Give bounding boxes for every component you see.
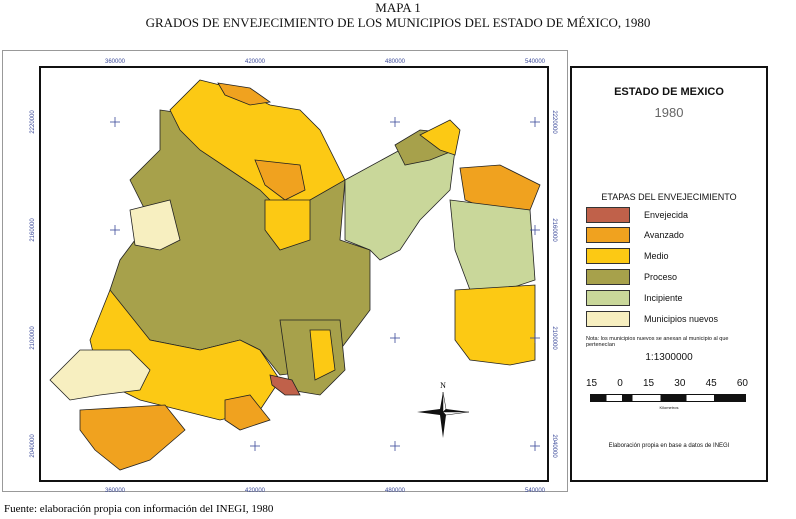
y-label: 2040000 [30, 434, 36, 458]
region-medio-east-south [454, 284, 536, 366]
legend-year: 1980 [654, 105, 684, 120]
north-label: N [440, 381, 446, 390]
legend-title: ESTADO DE MEXICO [614, 86, 724, 98]
legend-item-municipios-nuevos: Municipios nuevos [586, 311, 718, 327]
y-label: 2040000 [551, 434, 557, 458]
legend-swatch [586, 290, 630, 306]
region-nuevos-west [49, 349, 151, 401]
x-label: 540000 [525, 59, 546, 65]
legend-item-incipiente: Incipiente [586, 290, 683, 306]
region-avanzado-central [254, 159, 306, 201]
x-label: 420000 [245, 488, 266, 494]
x-axis-top: 360000 420000 480000 540000 [105, 59, 546, 65]
municipalities [49, 79, 541, 471]
y-label: 2220000 [551, 110, 557, 134]
legend-label: Proceso [644, 272, 678, 282]
x-label: 480000 [385, 59, 406, 65]
y-label: 2100000 [30, 326, 36, 350]
source-footer: Fuente: elaboración propia con informaci… [4, 503, 274, 515]
scale-tick: 45 [705, 378, 717, 389]
legend-swatch [586, 269, 630, 285]
region-avanzado-sw [79, 404, 186, 471]
legend-panel: ESTADO DE MEXICO 1980 ETAPAS DEL ENVEJEC… [570, 66, 768, 482]
map-number: MAPA 1 [375, 0, 421, 15]
region-medio-central [264, 199, 311, 251]
map-title: GRADOS DE ENVEJECIMIENTO DE LOS MUNICIPI… [145, 15, 651, 30]
legend-item-avanzado: Avanzado [586, 227, 684, 243]
legend-note: Nota: los municipios nuevos se anexan al… [586, 336, 729, 348]
legend-label: Avanzado [644, 230, 684, 240]
legend-label: Medio [644, 251, 669, 261]
legend-label: Incipiente [644, 293, 683, 303]
legend-item-envejecida: Envejecida [586, 207, 688, 223]
legend-swatch [586, 227, 630, 243]
region-envejecida [269, 374, 301, 396]
scale-ticks: 15 0 15 30 45 60 [586, 378, 748, 389]
x-label: 540000 [525, 488, 546, 494]
region-avanzado-south [224, 394, 271, 431]
scale-bar [590, 394, 746, 402]
legend-label: Envejecida [644, 210, 689, 220]
legend-heading: ETAPAS DEL ENVEJECIMIENTO [601, 192, 737, 202]
x-label: 360000 [105, 488, 126, 494]
north-arrow-icon: N [417, 381, 470, 438]
x-axis-bottom: 360000 420000 480000 540000 [105, 488, 546, 494]
scale-tick: 15 [586, 378, 598, 389]
scale-tick: 60 [736, 378, 748, 389]
region-medio-ne [419, 119, 461, 156]
region-nuevos-north [129, 199, 181, 251]
legend-swatch [586, 207, 630, 223]
y-label: 2160000 [551, 218, 557, 242]
y-axis-right: 2220000 2160000 2100000 2040000 [551, 110, 557, 458]
legend-swatch [586, 311, 630, 327]
region-medio-south-c [309, 329, 336, 381]
grid-crosses [110, 117, 540, 451]
legend-label: Municipios nuevos [644, 314, 719, 324]
x-label: 420000 [245, 59, 266, 65]
map-outer-frame [2, 50, 568, 492]
x-label: 480000 [385, 488, 406, 494]
scale-ratio: 1:1300000 [645, 352, 693, 363]
region-avanzado-north [217, 82, 272, 106]
scale-tick: 15 [643, 378, 655, 389]
scale-tick: 0 [617, 378, 623, 389]
scale-unit: Kilometros [659, 405, 679, 410]
y-label: 2160000 [30, 218, 36, 242]
y-label: 2100000 [551, 326, 557, 350]
map-canvas: 360000 420000 480000 540000 360000 42000… [30, 59, 557, 494]
scale-tick: 30 [674, 378, 686, 389]
legend-credit: Elaboración propia en base a datos de IN… [608, 443, 730, 449]
legend-swatch [586, 248, 630, 264]
legend-item-proceso: Proceso [586, 269, 677, 285]
y-axis-left: 2220000 2160000 2100000 2040000 [30, 110, 36, 458]
x-label: 360000 [105, 59, 126, 65]
y-label: 2220000 [30, 110, 36, 134]
legend-item-medio: Medio [586, 248, 669, 264]
